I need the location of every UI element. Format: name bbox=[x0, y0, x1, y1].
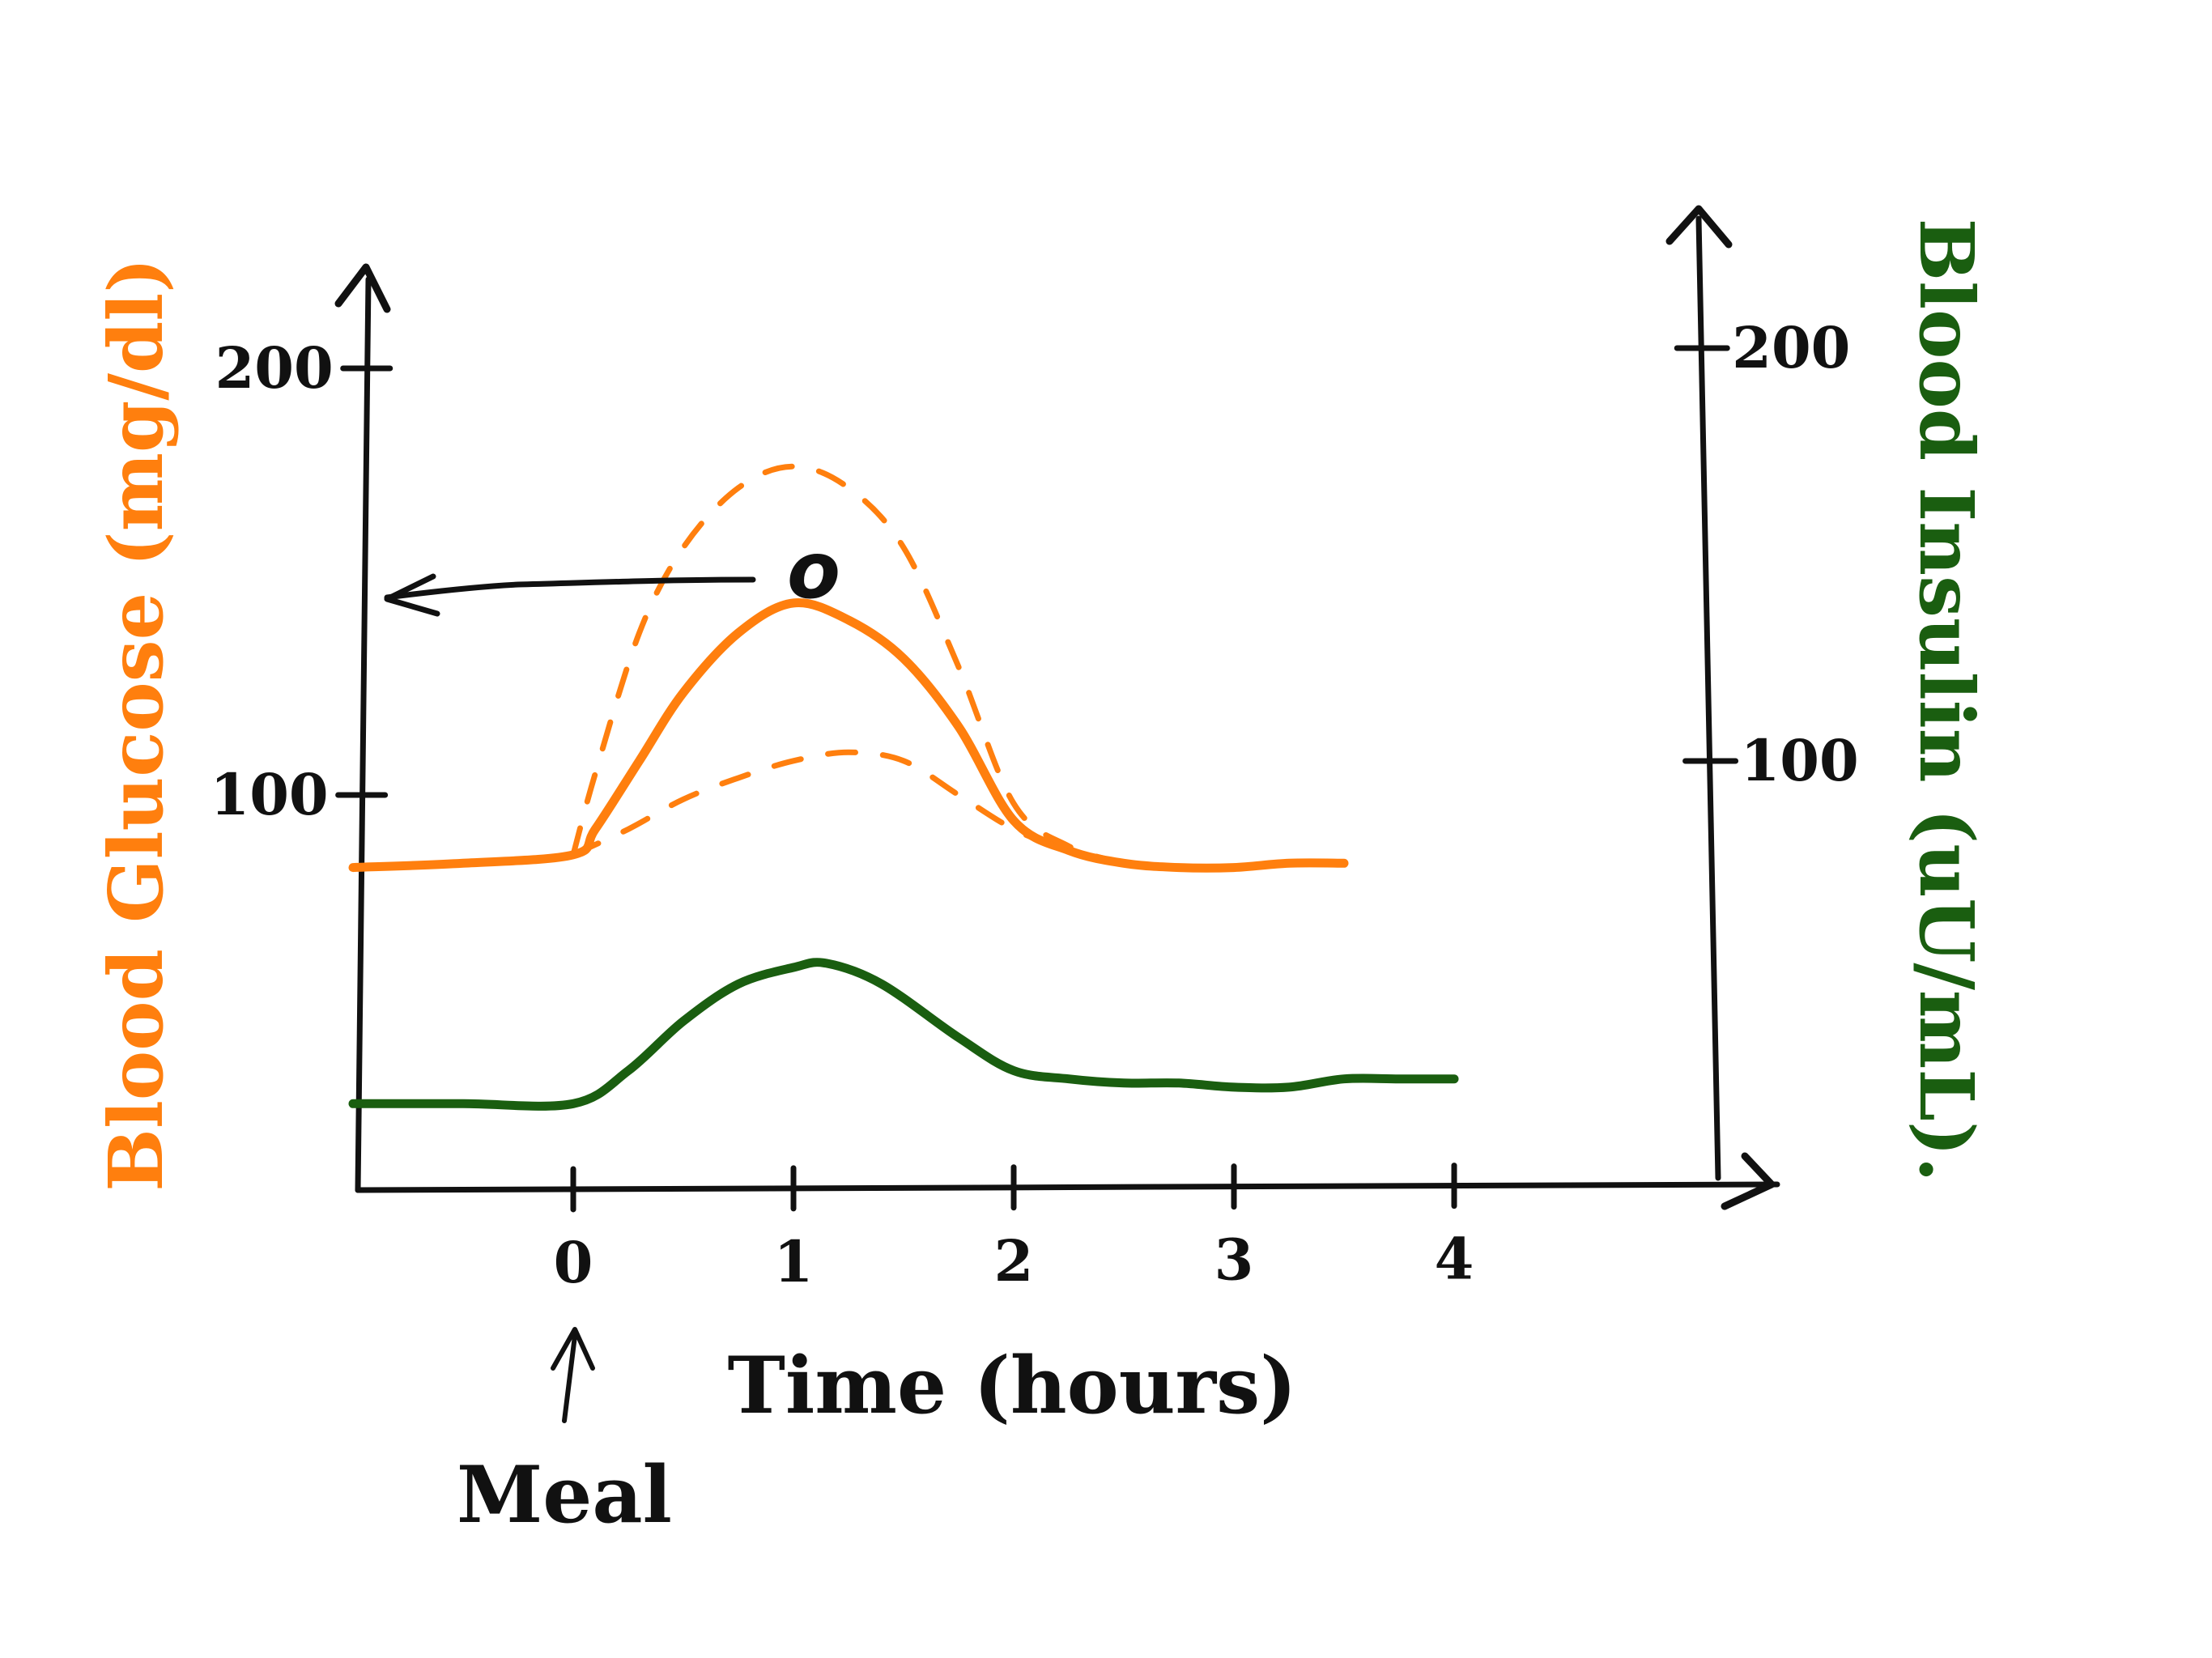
series-blood-insulin bbox=[348, 958, 1459, 1111]
x-axis-arrowhead bbox=[1721, 1152, 1776, 1210]
peak-pointer-arrow bbox=[384, 576, 756, 601]
meal-arrow-line bbox=[562, 1333, 577, 1423]
meal-annotation: Meal bbox=[457, 1449, 672, 1541]
y-left-ticks: 100 200 bbox=[211, 334, 393, 828]
y-axis-right-title: Blood Insulin (uU/mL). bbox=[1903, 218, 1990, 1182]
y-right-tick-label-200: 200 bbox=[1732, 314, 1850, 381]
peak-marker: o bbox=[787, 525, 840, 616]
x-axis-line bbox=[355, 1181, 1780, 1193]
y-right-ticks: 100 200 bbox=[1674, 314, 1859, 794]
series-blood-glucose bbox=[348, 598, 1349, 873]
y-axis-left-arrowhead bbox=[334, 263, 391, 313]
peak-pointer-arrowhead bbox=[384, 573, 440, 617]
x-tick-label-2: 2 bbox=[994, 1227, 1034, 1295]
meal-arrow-head bbox=[551, 1327, 595, 1371]
x-tick-label-3: 3 bbox=[1214, 1226, 1254, 1294]
y-axis-right-line bbox=[1695, 215, 1721, 1181]
y-left-tick-label-100: 100 bbox=[211, 761, 329, 828]
x-ticks: 0 1 2 3 4 bbox=[554, 1163, 1474, 1296]
x-tick-label-1: 1 bbox=[774, 1228, 814, 1295]
y-right-tick-label-100: 100 bbox=[1741, 727, 1859, 794]
series-layer bbox=[348, 463, 1459, 1111]
x-tick-label-0: 0 bbox=[554, 1229, 593, 1296]
series-blood-glucose-upper-range bbox=[570, 463, 1127, 866]
y-axis-left-title: Blood Glucose (mg/dl) bbox=[92, 257, 180, 1192]
y-left-tick-label-200: 200 bbox=[215, 334, 334, 402]
x-tick-label-4: 4 bbox=[1435, 1226, 1474, 1293]
y-axis-left-line bbox=[355, 276, 372, 1193]
series-blood-glucose-lower-range bbox=[570, 749, 1127, 866]
x-axis-title: Time (hours) bbox=[727, 1340, 1296, 1431]
y-axis-right-arrowhead bbox=[1665, 205, 1733, 249]
